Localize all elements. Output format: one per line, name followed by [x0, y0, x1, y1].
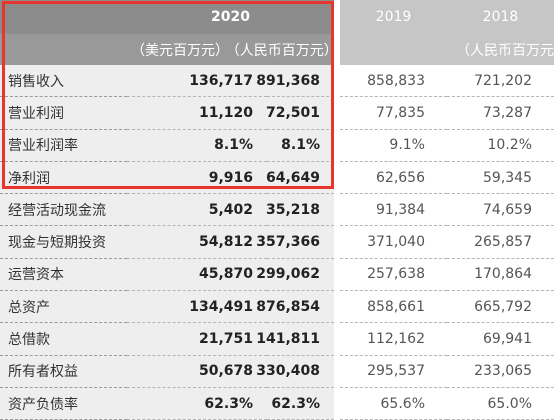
table-row: 营业利润率 8.1% 8.1% 9.1% 10.2%	[0, 129, 554, 162]
row-label: 现金与短期投资	[0, 226, 127, 259]
cell-usd-2020: 62.3%	[127, 387, 267, 420]
row-label: 销售收入	[0, 65, 127, 98]
cell-cny-2020: 35,218	[266, 194, 334, 227]
header-gap-units	[334, 34, 340, 65]
cell-usd-2020: 45,870	[127, 258, 267, 292]
header-year-2018: 2018	[447, 0, 554, 34]
cell-cny-2019: 858,661	[340, 291, 447, 324]
table-row: 净利润 9,916 64,649 62,656 59,345	[0, 161, 554, 195]
cell-usd-2020: 54,812	[127, 226, 267, 259]
table-row: 运营资本 45,870 299,062 257,638 170,864	[0, 258, 554, 292]
row-label: 营业利润率	[0, 129, 127, 162]
table-row: 营业利润 11,120 72,501 77,835 73,287	[0, 97, 554, 130]
cell-cny-2019: 257,638	[340, 259, 447, 292]
header-gap	[334, 0, 340, 34]
table-row: 所有者权益 50,678 330,408 295,537 233,065	[0, 355, 554, 388]
cell-usd-2020: 50,678	[127, 355, 267, 388]
cell-cny-2020: 64,649	[266, 161, 334, 195]
header-units-prior: （人民币百万元	[340, 34, 554, 65]
cell-cny-2020: 299,062	[256, 258, 334, 292]
cell-cny-2019: 112,162	[340, 323, 447, 356]
cell-cny-2018: 59,345	[447, 162, 554, 195]
cell-cny-2020: 357,366	[256, 226, 334, 259]
row-label: 总借款	[0, 323, 127, 356]
unit-usd: （美元百万元）	[131, 42, 229, 59]
cell-cny-2020: 891,368	[256, 65, 334, 98]
cell-cny-2019: 858,833	[340, 65, 447, 98]
cell-cny-2018: 233,065	[447, 356, 554, 388]
cell-cny-2019: 371,040	[340, 226, 447, 259]
cell-cny-2018: 721,202	[447, 65, 554, 98]
row-label: 净利润	[0, 161, 127, 195]
cell-cny-2018: 10.2%	[447, 130, 554, 162]
header-year-2020: 2020	[127, 0, 334, 34]
row-label: 营业利润	[0, 97, 127, 130]
cell-cny-2019: 9.1%	[340, 130, 447, 162]
cell-usd-2020: 9,916	[127, 161, 267, 195]
cell-cny-2018: 170,864	[447, 259, 554, 292]
table-row: 现金与短期投资 54,812 357,366 371,040 265,857	[0, 226, 554, 259]
cell-cny-2018: 665,792	[447, 291, 554, 324]
cell-cny-2019: 295,537	[340, 356, 447, 388]
table-row: 总借款 21,751 141,811 112,162 69,941	[0, 323, 554, 356]
cell-cny-2020: 876,854	[256, 291, 334, 324]
cell-cny-2020: 62.3%	[267, 387, 334, 420]
cell-usd-2020: 21,751	[127, 323, 267, 356]
row-label: 经营活动现金流	[0, 194, 127, 227]
cell-cny-2019: 65.6%	[340, 388, 447, 420]
header-corner-units	[0, 34, 127, 65]
row-label: 所有者权益	[0, 355, 127, 388]
cell-cny-2018: 73,287	[447, 97, 554, 130]
header-row-years: 2020 2019 2018	[0, 0, 554, 34]
cell-cny-2020: 72,501	[266, 97, 334, 130]
header-row-units: （美元百万元） （人民币百万元） （人民币百万元	[0, 34, 554, 65]
cell-cny-2019: 77,835	[340, 97, 447, 130]
table-row: 销售收入 136,717 891,368 858,833 721,202	[0, 65, 554, 98]
cell-usd-2020: 11,120	[127, 97, 267, 130]
table-row: 总资产 134,491 876,854 858,661 665,792	[0, 291, 554, 324]
row-label: 运营资本	[0, 258, 127, 292]
cell-cny-2018: 74,659	[447, 194, 554, 227]
cell-cny-2019: 62,656	[340, 162, 447, 195]
cell-cny-2018: 69,941	[447, 323, 554, 356]
cell-cny-2020: 330,408	[256, 355, 334, 388]
unit-cny: （人民币百万元）	[225, 42, 338, 59]
cell-usd-2020: 136,717	[127, 65, 267, 98]
table-body: 销售收入 136,717 891,368 858,833 721,202 营业利润 11,1…	[0, 65, 554, 420]
cell-usd-2020: 8.1%	[127, 129, 267, 162]
cell-cny-2018: 65.0%	[447, 388, 554, 420]
cell-usd-2020: 134,491	[127, 291, 267, 324]
header-year-2019: 2019	[340, 0, 447, 34]
row-label: 总资产	[0, 291, 127, 324]
cell-cny-2019: 91,384	[340, 194, 447, 227]
header-units-2020: （美元百万元） （人民币百万元）	[127, 34, 338, 65]
table-row: 资产负债率 62.3% 62.3% 65.6% 65.0%	[0, 387, 554, 420]
table-row: 经营活动现金流 5,402 35,218 91,384 74,659	[0, 194, 554, 227]
cell-usd-2020: 5,402	[127, 194, 267, 227]
header-corner	[0, 0, 127, 34]
row-label: 资产负债率	[0, 387, 127, 420]
cell-cny-2020: 141,811	[256, 323, 334, 356]
cell-cny-2020: 8.1%	[267, 129, 334, 162]
cell-cny-2018: 265,857	[447, 226, 554, 259]
